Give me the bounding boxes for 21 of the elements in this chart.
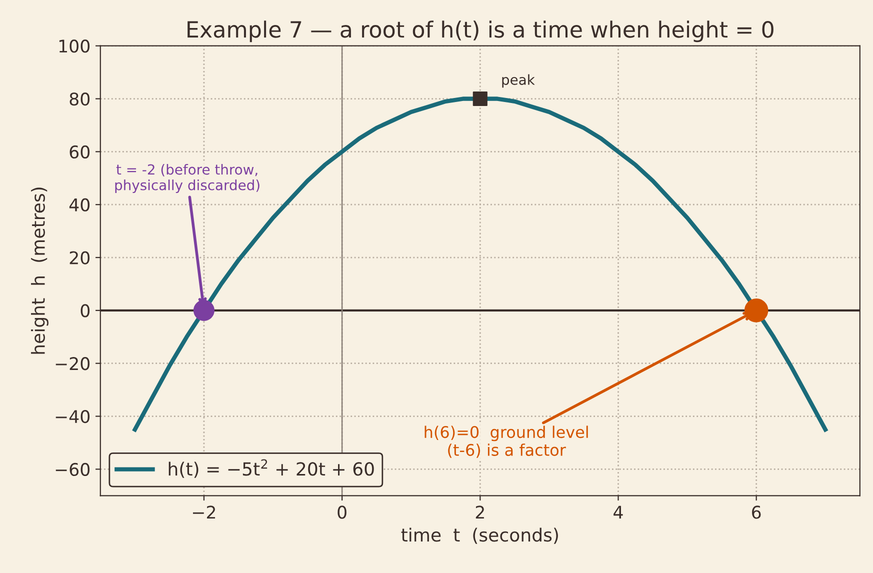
y-tick-label: 0 bbox=[80, 304, 90, 318]
y-tick-label: 80 bbox=[70, 92, 90, 106]
x-tick-label: −2 bbox=[193, 506, 216, 519]
chart-title: Example 7 — a root of h(t) is a time when height = 0 bbox=[188, 20, 774, 42]
y-tick-label: −20 bbox=[56, 357, 90, 370]
annotation: t = -2 (before throw, physically discarded) bbox=[115, 164, 260, 193]
y-tick-label: −60 bbox=[56, 462, 90, 476]
legend-label: h(t) = −5t$^{2}$ + 20t + 60 bbox=[168, 459, 374, 478]
y-axis-title: height h (metres) bbox=[31, 188, 48, 354]
annotation: h(6)=0 ground level (t-6) is a factor bbox=[424, 426, 588, 458]
y-tick-label: −40 bbox=[56, 410, 90, 424]
annotation: peak bbox=[502, 74, 535, 88]
x-tick-label: 2 bbox=[476, 506, 484, 519]
y-tick-label: 100 bbox=[59, 40, 90, 53]
y-tick-label: 60 bbox=[70, 145, 90, 159]
y-tick-label: 40 bbox=[69, 198, 90, 212]
x-axis-title: time t (seconds) bbox=[401, 528, 558, 544]
x-tick-label: 4 bbox=[614, 506, 623, 519]
x-tick-label: 0 bbox=[338, 506, 346, 519]
x-tick-label: 6 bbox=[752, 506, 761, 519]
y-tick-label: 20 bbox=[70, 251, 90, 264]
